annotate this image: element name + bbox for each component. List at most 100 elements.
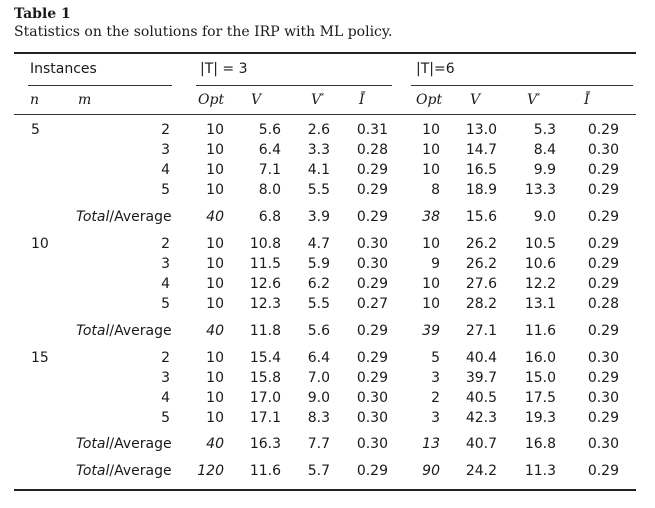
cell-i6: 0.29 bbox=[587, 182, 619, 198]
cell-v3: 15.4 bbox=[249, 350, 281, 366]
top-rule bbox=[14, 52, 636, 54]
cell-v6: 16.5 bbox=[465, 162, 497, 178]
group-t3-subrule bbox=[196, 85, 392, 86]
row-m-value: 5 bbox=[161, 182, 170, 198]
cell-v3: 5.6 bbox=[258, 122, 281, 138]
cell-vp3: 2.6 bbox=[307, 122, 330, 138]
cell-i3: 0.29 bbox=[356, 162, 388, 178]
cell-vp6: 9.9 bbox=[533, 162, 556, 178]
grand-total-v6: 24.2 bbox=[465, 463, 497, 479]
row-m-value: 4 bbox=[161, 162, 170, 178]
cell-vp6: 15.0 bbox=[524, 370, 556, 386]
cell-vp3: 6.4 bbox=[307, 350, 330, 366]
cell-v6: 28.2 bbox=[465, 296, 497, 312]
cell-vp6: 10.6 bbox=[524, 256, 556, 272]
cell-i3: 0.30 bbox=[356, 236, 388, 252]
group-n-value: 5 bbox=[31, 122, 40, 138]
table-label: Table 1 bbox=[14, 6, 71, 22]
total-vp6: 16.8 bbox=[524, 436, 556, 452]
cell-i6: 0.29 bbox=[587, 370, 619, 386]
cell-opt6: 10 bbox=[422, 142, 440, 158]
cell-i6: 0.30 bbox=[587, 390, 619, 406]
cell-opt6: 9 bbox=[431, 256, 440, 272]
header-vprime-t6: V′ bbox=[527, 92, 541, 108]
cell-v3: 11.5 bbox=[249, 256, 281, 272]
total-label-italic: Total bbox=[76, 323, 110, 339]
cell-vp6: 19.3 bbox=[524, 410, 556, 426]
cell-vp6: 13.3 bbox=[524, 182, 556, 198]
cell-opt3: 10 bbox=[206, 256, 224, 272]
total-average-label: Total/Average bbox=[76, 323, 172, 340]
total-label-italic: Total bbox=[76, 463, 110, 479]
total-opt3: 40 bbox=[206, 436, 224, 452]
cell-vp3: 9.0 bbox=[307, 390, 330, 406]
cell-v3: 7.1 bbox=[258, 162, 281, 178]
cell-vp3: 8.3 bbox=[307, 410, 330, 426]
cell-vp3: 5.5 bbox=[307, 182, 330, 198]
total-opt3: 40 bbox=[206, 323, 224, 339]
cell-opt3: 10 bbox=[206, 410, 224, 426]
cell-i3: 0.29 bbox=[356, 350, 388, 366]
cell-i6: 0.29 bbox=[587, 410, 619, 426]
cell-vp6: 17.5 bbox=[524, 390, 556, 406]
bottom-rule bbox=[14, 489, 636, 491]
cell-opt3: 10 bbox=[206, 276, 224, 292]
total-i6: 0.29 bbox=[587, 209, 619, 225]
cell-i3: 0.27 bbox=[356, 296, 388, 312]
cell-opt6: 10 bbox=[422, 296, 440, 312]
cell-vp6: 13.1 bbox=[524, 296, 556, 312]
cell-vp3: 4.1 bbox=[307, 162, 330, 178]
cell-i6: 0.29 bbox=[587, 236, 619, 252]
cell-opt3: 10 bbox=[206, 122, 224, 138]
row-m-value: 3 bbox=[161, 142, 170, 158]
total-vp6: 9.0 bbox=[533, 209, 556, 225]
header-ibar-t6: Ī bbox=[584, 92, 590, 108]
cell-opt6: 5 bbox=[431, 350, 440, 366]
cell-vp3: 4.7 bbox=[307, 236, 330, 252]
cell-v3: 12.3 bbox=[249, 296, 281, 312]
cell-v3: 6.4 bbox=[258, 142, 281, 158]
grand-total-v3: 11.6 bbox=[249, 463, 281, 479]
cell-v3: 12.6 bbox=[249, 276, 281, 292]
cell-v6: 40.5 bbox=[465, 390, 497, 406]
cell-i6: 0.28 bbox=[587, 296, 619, 312]
cell-v6: 26.2 bbox=[465, 236, 497, 252]
cell-v6: 18.9 bbox=[465, 182, 497, 198]
total-v3: 6.8 bbox=[258, 209, 281, 225]
row-m-value: 3 bbox=[161, 370, 170, 386]
group-n-value: 10 bbox=[31, 236, 49, 252]
total-i3: 0.29 bbox=[356, 323, 388, 339]
cell-opt3: 10 bbox=[206, 182, 224, 198]
cell-v6: 39.7 bbox=[465, 370, 497, 386]
cell-i3: 0.29 bbox=[356, 276, 388, 292]
grand-total-vp3: 5.7 bbox=[307, 463, 330, 479]
cell-i6: 0.30 bbox=[587, 350, 619, 366]
total-v3: 16.3 bbox=[249, 436, 281, 452]
cell-v6: 40.4 bbox=[465, 350, 497, 366]
total-label-italic: Total bbox=[76, 209, 110, 225]
table-caption: Table 1 Statistics on the solutions for … bbox=[14, 6, 392, 42]
row-m-value: 5 bbox=[161, 410, 170, 426]
row-m-value: 5 bbox=[161, 296, 170, 312]
row-m-value: 4 bbox=[161, 276, 170, 292]
total-vp6: 11.6 bbox=[524, 323, 556, 339]
header-ibar-t3: Ī bbox=[359, 92, 365, 108]
total-label-rest: /Average bbox=[109, 209, 172, 225]
cell-vp3: 6.2 bbox=[307, 276, 330, 292]
total-v3: 11.8 bbox=[249, 323, 281, 339]
cell-opt3: 10 bbox=[206, 390, 224, 406]
table-caption-text: Statistics on the solutions for the IRP … bbox=[14, 24, 393, 40]
total-vp3: 3.9 bbox=[307, 209, 330, 225]
cell-vp6: 8.4 bbox=[533, 142, 556, 158]
cell-v6: 14.7 bbox=[465, 142, 497, 158]
total-opt6: 38 bbox=[422, 209, 440, 225]
total-i3: 0.29 bbox=[356, 209, 388, 225]
grand-total-opt3: 120 bbox=[197, 463, 224, 479]
cell-i3: 0.30 bbox=[356, 256, 388, 272]
cell-v3: 8.0 bbox=[258, 182, 281, 198]
cell-vp6: 12.2 bbox=[524, 276, 556, 292]
header-instances: Instances bbox=[30, 61, 97, 77]
grand-total-opt6: 90 bbox=[422, 463, 440, 479]
cell-opt6: 10 bbox=[422, 162, 440, 178]
cell-i3: 0.29 bbox=[356, 182, 388, 198]
